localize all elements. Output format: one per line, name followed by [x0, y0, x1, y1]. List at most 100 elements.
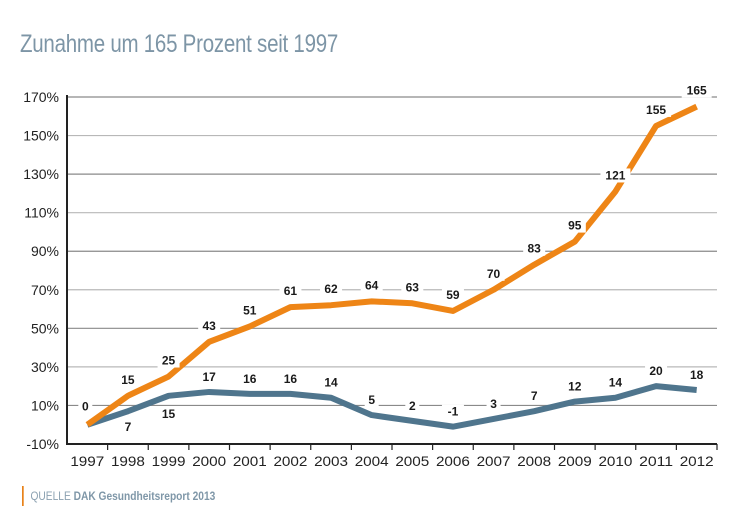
data-label-blue: 18 [690, 368, 704, 382]
data-label-orange: 165 [687, 84, 707, 98]
data-label-blue: 2 [409, 399, 416, 413]
data-label-orange: 25 [162, 354, 176, 368]
data-label-bg [405, 398, 420, 413]
data-label-orange: 155 [646, 103, 666, 117]
x-tick-label: 2002 [273, 453, 307, 469]
x-tick-label: 2004 [355, 453, 389, 469]
y-tick-label: 130% [23, 166, 59, 182]
x-axis-ticks: 1997 1998 1999 2000 2001 2002 2003 2004 2005 2006… [70, 444, 718, 469]
y-tick-label: -10% [26, 436, 59, 452]
x-tick-label: 2001 [233, 453, 267, 469]
x-tick-label: 2000 [192, 453, 226, 469]
data-label-blue: 5 [368, 393, 375, 407]
data-label-orange: 83 [528, 242, 542, 256]
data-label-bg [486, 396, 501, 411]
data-label-bg [279, 371, 302, 386]
data-label-bg [563, 218, 586, 233]
series-line-orange [85, 103, 698, 428]
data-label-bg [645, 364, 668, 379]
data-label-orange: 63 [406, 280, 420, 294]
y-tick-label: 150% [23, 128, 59, 144]
data-label-orange: 95 [568, 219, 582, 233]
x-tick-label: 2010 [598, 453, 632, 469]
data-label-orange: 51 [243, 303, 257, 317]
y-tick-label: 170% [23, 89, 59, 105]
data-label-orange: 64 [365, 278, 379, 292]
data-label-blue: 14 [609, 376, 623, 390]
data-label-bg [482, 266, 505, 281]
data-label-bg [600, 168, 631, 183]
data-label-bg [681, 83, 712, 98]
series-line-blue [86, 383, 697, 430]
data-label-orange: 59 [446, 288, 460, 302]
y-tick-label: 110% [24, 205, 59, 221]
data-label-bg [563, 379, 586, 394]
data-label-blue: 14 [324, 376, 338, 390]
axes [66, 95, 717, 445]
x-tick-label: 2009 [558, 453, 592, 469]
data-label-blue: 12 [568, 380, 582, 394]
data-label-orange: 15 [121, 373, 135, 387]
data-label-blue: -1 [448, 405, 459, 419]
x-tick-label: 2005 [395, 453, 429, 469]
data-label-blue: 7 [125, 420, 132, 434]
data-label-blue: 17 [203, 370, 217, 384]
data-label-bg [238, 303, 261, 318]
data-label-bg [441, 287, 464, 302]
source-note: QUELLE DAK Gesundheitsreport 2013 [22, 486, 215, 506]
data-label-bg [120, 420, 135, 435]
data-label-bg [641, 102, 672, 117]
data-label-orange: 121 [605, 168, 625, 182]
x-tick-label: 2011 [639, 453, 673, 469]
data-label-bg [238, 371, 261, 386]
y-tick-label: 90% [31, 243, 59, 259]
x-tick-label: 2008 [517, 453, 551, 469]
y-tick-label: 70% [31, 282, 59, 298]
data-label-blue: 3 [490, 397, 497, 411]
data-label-bg [198, 318, 221, 333]
data-label-bg [279, 284, 302, 299]
data-label-bg [198, 369, 221, 384]
data-label-bg [360, 278, 383, 293]
data-label-orange: 43 [203, 319, 217, 333]
data-label-bg [441, 404, 464, 419]
data-label-bg [320, 282, 343, 297]
data-label-bg [78, 399, 93, 414]
x-tick-label: 2012 [680, 453, 714, 469]
data-label-bg [604, 375, 627, 390]
data-label-blue: 16 [284, 372, 298, 386]
data-label-blue: 20 [649, 364, 663, 378]
data-label-orange: 70 [487, 267, 501, 281]
data-label-orange: 61 [284, 284, 298, 298]
x-tick-label: 1999 [152, 453, 186, 469]
chart-title: Zunahme um 165 Prozent seit 1997 [20, 30, 339, 58]
data-label-bg [320, 375, 343, 390]
x-tick-label: 1997 [70, 453, 104, 469]
data-label-bg [364, 393, 379, 408]
data-label-bg [157, 406, 180, 421]
source-name: DAK Gesundheitsreport 2013 [73, 489, 216, 503]
source-prefix: QUELLE [30, 489, 71, 503]
data-label-bg [116, 372, 139, 387]
y-tick-label: 30% [31, 359, 59, 375]
data-label-bg [157, 353, 180, 368]
data-label-bg [685, 368, 708, 383]
x-tick-label: 2006 [436, 453, 470, 469]
data-label-blue: 15 [162, 407, 176, 421]
data-label-orange: 62 [324, 282, 338, 296]
y-tick-label: 10% [31, 397, 59, 413]
data-label-bg [401, 280, 424, 295]
y-axis-ticks: -10% 10% 30% 50% 70% 90% 110% 130% 150% 170% [23, 89, 59, 452]
x-tick-label: 2007 [477, 453, 511, 469]
data-label-bg [527, 389, 542, 404]
x-tick-label: 2003 [314, 453, 348, 469]
data-label-bg [523, 241, 546, 256]
data-label-blue: 7 [531, 389, 538, 403]
data-label-blue: 16 [243, 372, 257, 386]
series-lines [85, 103, 698, 430]
y-tick-label: 50% [31, 320, 59, 336]
data-label-orange: 0 [82, 400, 89, 414]
x-tick-label: 1998 [111, 453, 145, 469]
